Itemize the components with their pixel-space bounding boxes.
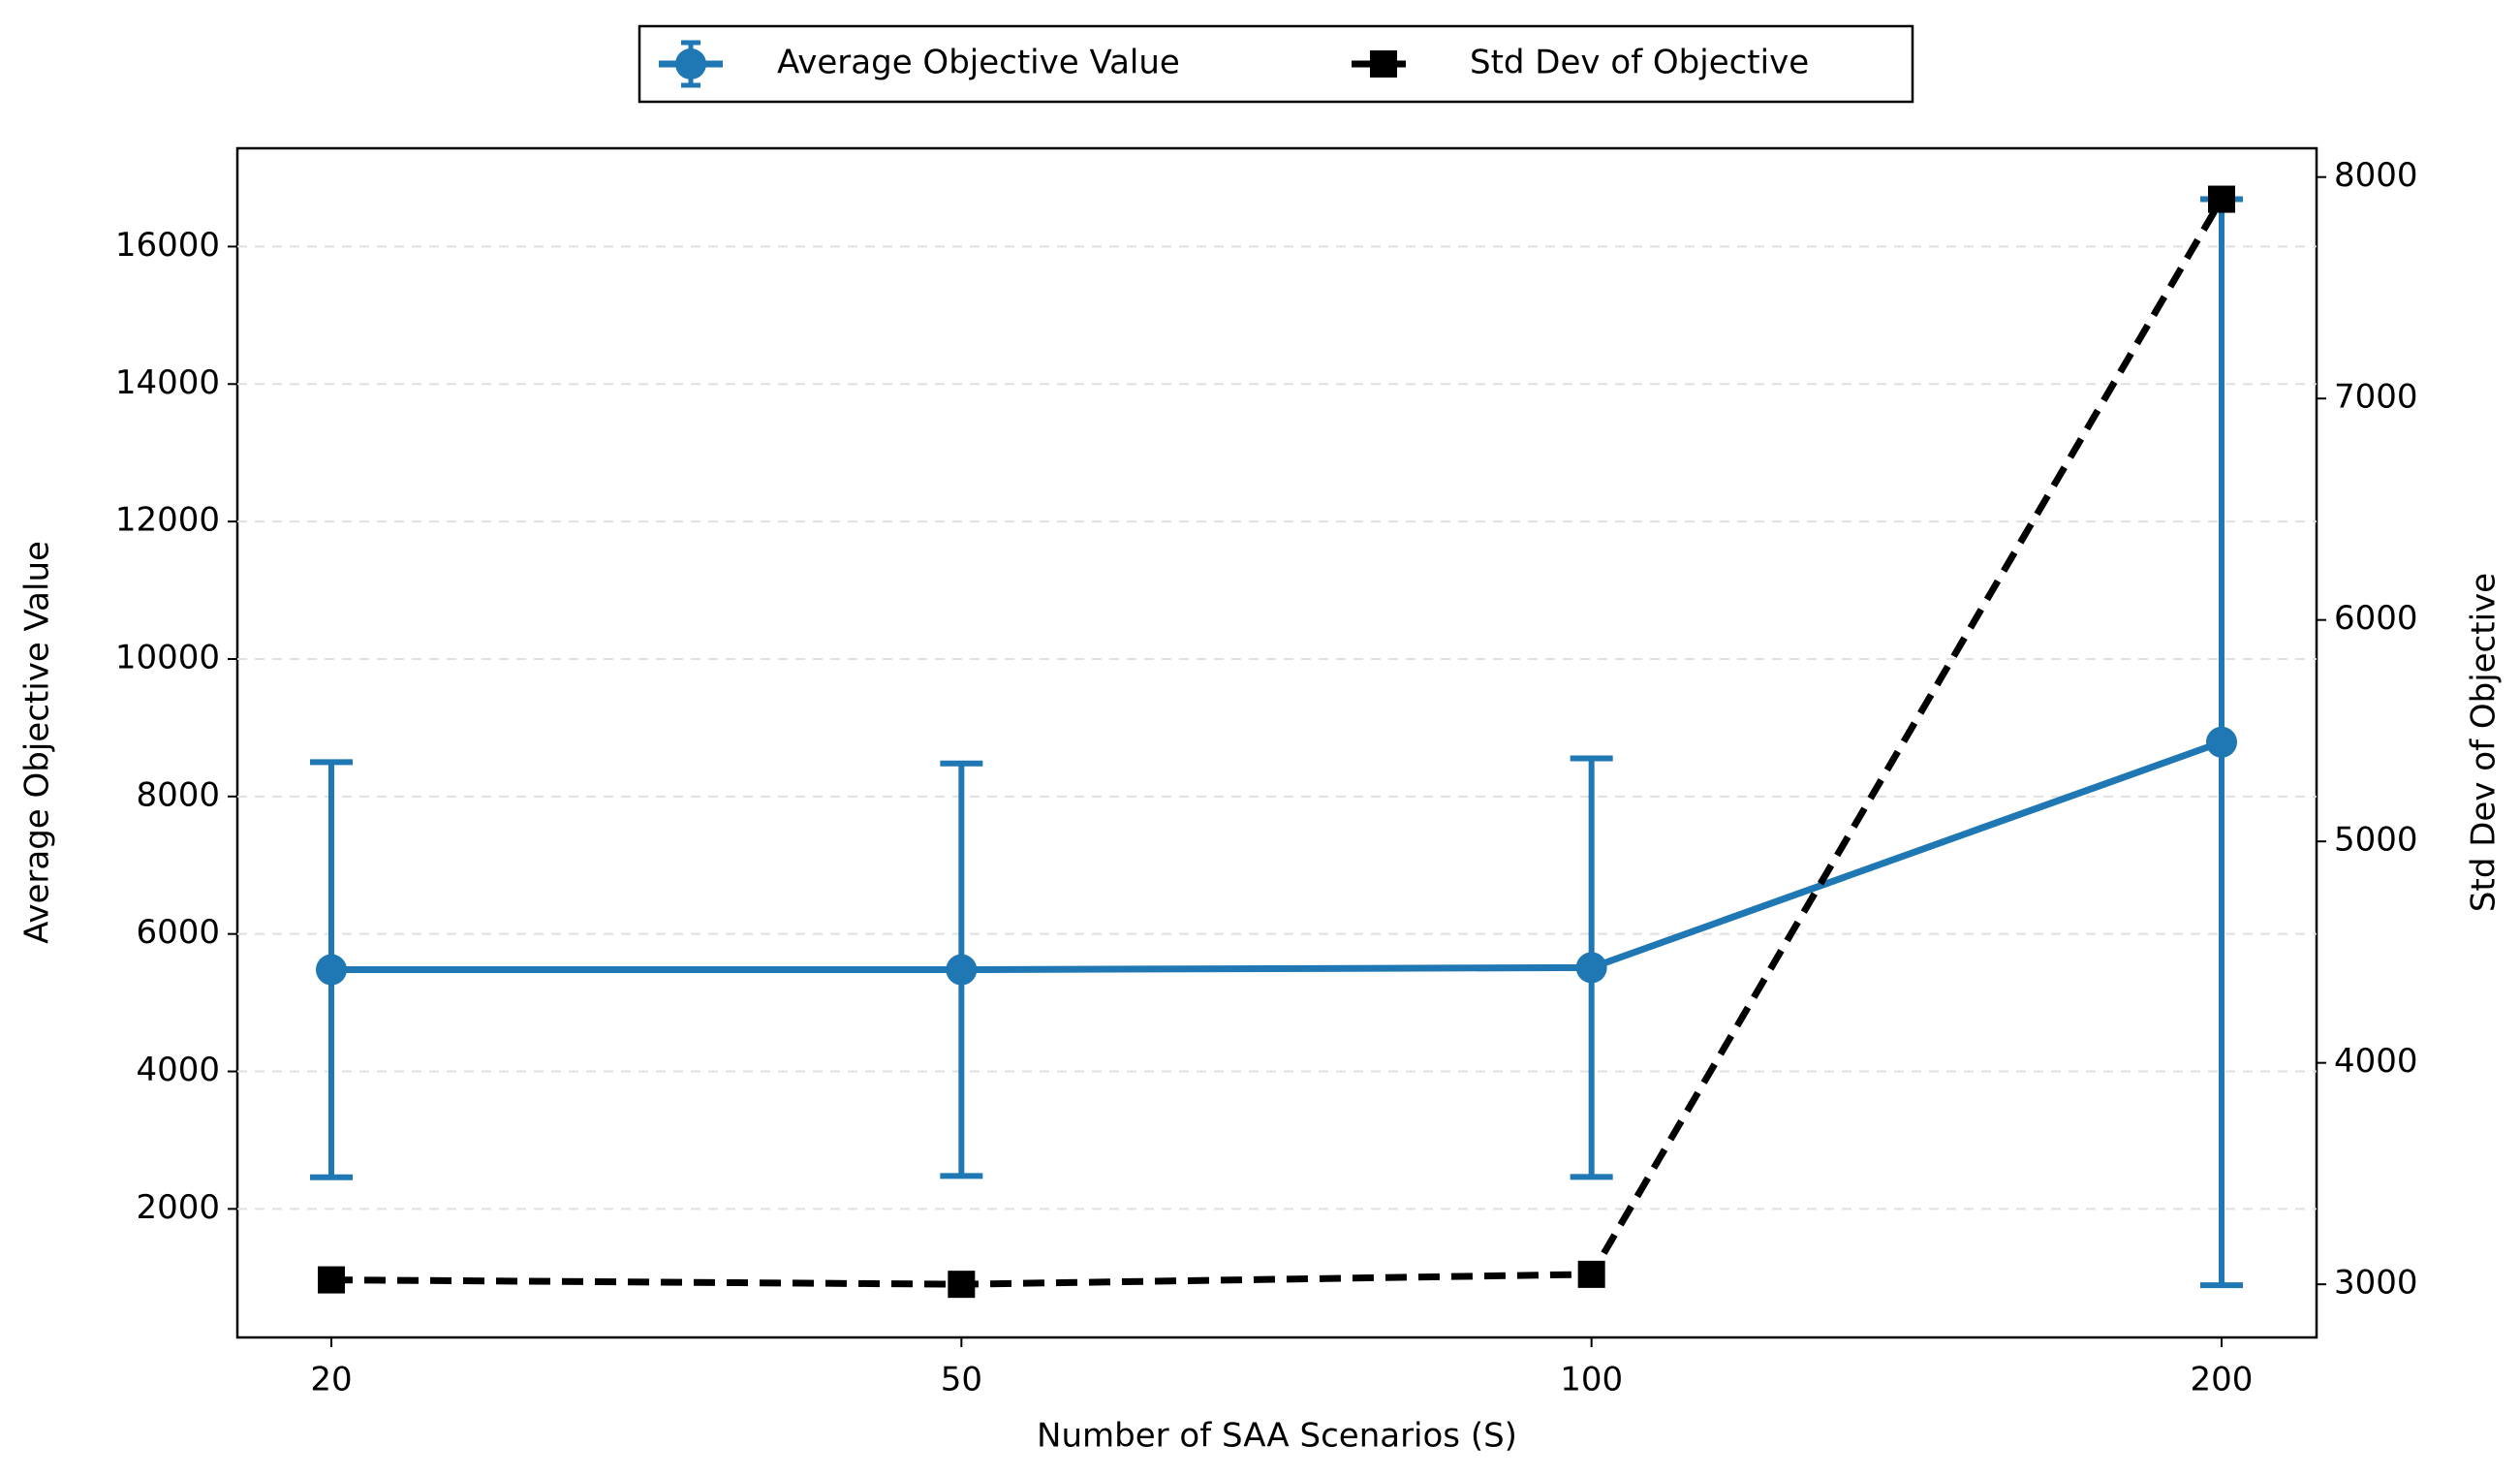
legend-marker bbox=[1370, 50, 1397, 78]
legend-marker bbox=[675, 48, 706, 79]
marker bbox=[1577, 1260, 1605, 1288]
y-tick-label: 14000 bbox=[115, 363, 220, 402]
marker bbox=[946, 954, 978, 986]
y-tick-label: 8000 bbox=[136, 775, 220, 814]
y-tick-label: 2000 bbox=[136, 1188, 220, 1227]
plot-frame bbox=[235, 146, 2318, 1339]
legend-label: Std Dev of Objective bbox=[1470, 44, 1809, 82]
y2-tick-label: 6000 bbox=[2334, 599, 2418, 638]
x-axis-label: Number of SAA Scenarios (S) bbox=[1037, 1417, 1517, 1456]
marker bbox=[1575, 952, 1607, 984]
y-tick-label: 12000 bbox=[115, 501, 220, 540]
series-line bbox=[331, 738, 2224, 974]
x-tick-label: 50 bbox=[941, 1361, 982, 1399]
y2-tick-label: 3000 bbox=[2334, 1264, 2418, 1303]
x-tick-label: 20 bbox=[310, 1361, 352, 1399]
marker bbox=[318, 1266, 345, 1294]
marker bbox=[316, 954, 347, 986]
legend-label: Average Objective Value bbox=[777, 44, 1180, 82]
legend-box bbox=[638, 24, 1914, 104]
y-tick-label: 4000 bbox=[136, 1051, 220, 1089]
y2-tick-label: 4000 bbox=[2334, 1042, 2418, 1081]
x-tick-label: 200 bbox=[2191, 1361, 2254, 1399]
y-axis-label: Average Objective Value bbox=[18, 541, 57, 944]
y-tick-label: 6000 bbox=[136, 913, 220, 952]
marker bbox=[2208, 185, 2235, 213]
y2-tick-label: 7000 bbox=[2334, 378, 2418, 417]
series-line bbox=[330, 197, 2225, 1288]
y2-tick-label: 8000 bbox=[2334, 156, 2418, 195]
y-tick-label: 10000 bbox=[115, 638, 220, 676]
y2-axis-label: Std Dev of Objective bbox=[2465, 573, 2504, 912]
y-tick-label: 16000 bbox=[115, 226, 220, 265]
x-tick-label: 100 bbox=[1560, 1361, 1623, 1399]
y2-tick-label: 5000 bbox=[2334, 821, 2418, 860]
marker bbox=[948, 1271, 976, 1299]
marker bbox=[2206, 726, 2237, 758]
